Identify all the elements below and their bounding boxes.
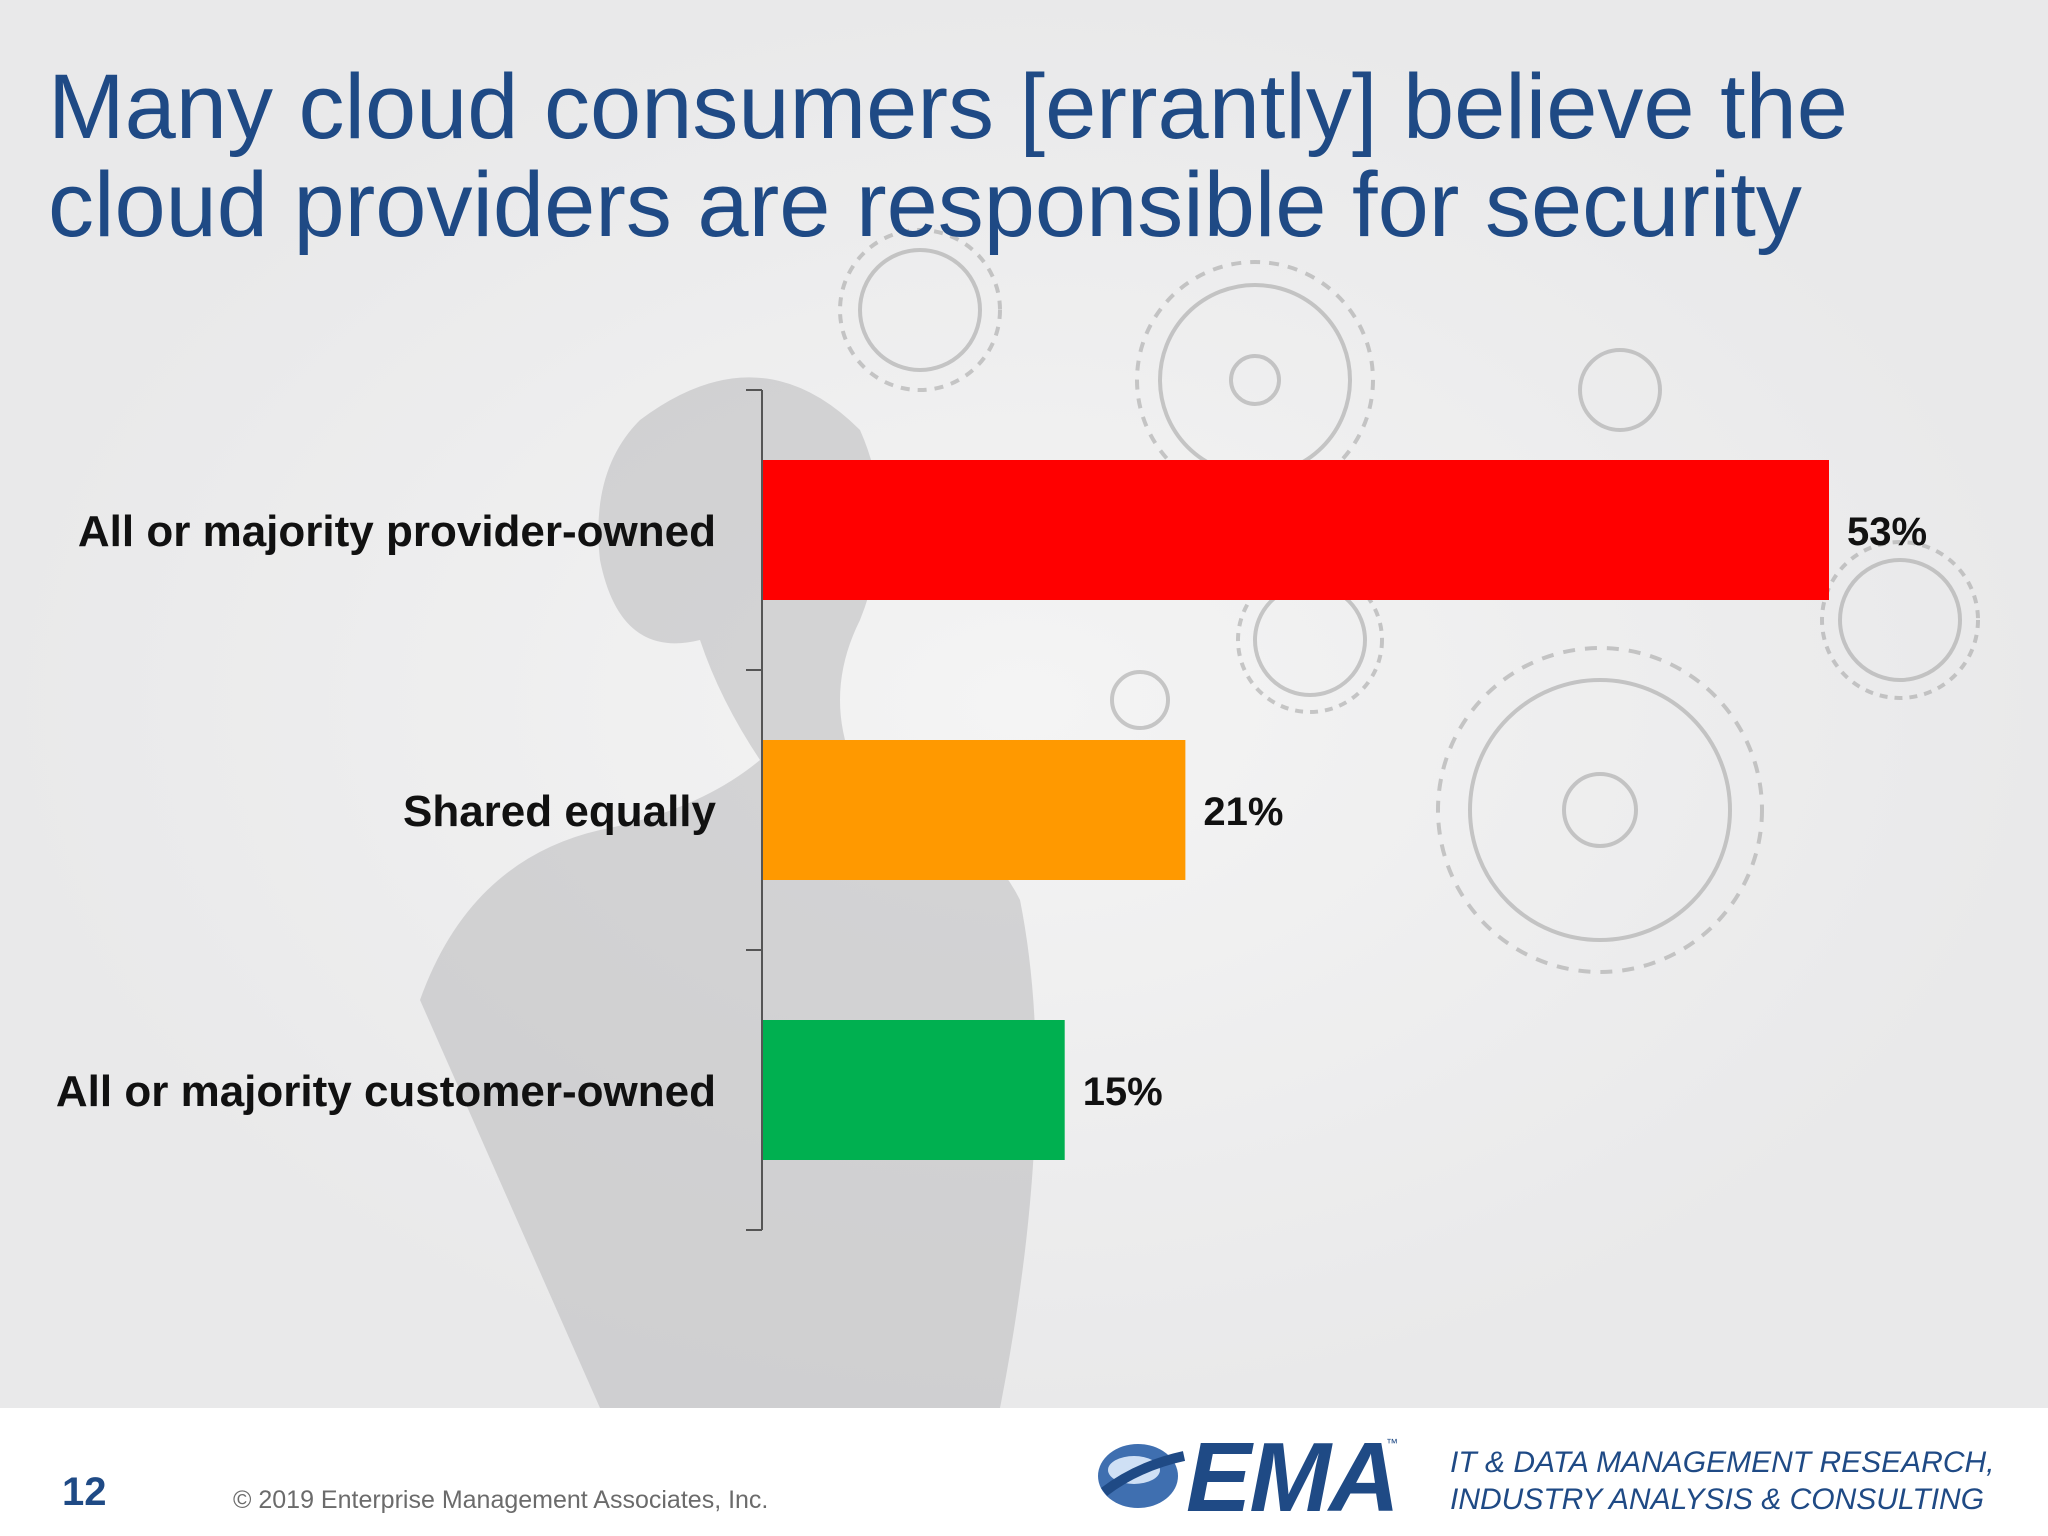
- bar-series: [763, 460, 1829, 1160]
- chart-labels: All or majority provider-owned 53% Shared …: [56, 507, 1927, 1116]
- title-line-2: cloud providers are responsible for secu…: [48, 154, 1802, 256]
- data-label-2: 21%: [1203, 790, 1283, 834]
- data-label-1: 53%: [1847, 510, 1927, 554]
- bar-2: [763, 740, 1186, 880]
- trademark-mark: ™: [1386, 1436, 1398, 1450]
- data-label-3: 15%: [1083, 1070, 1163, 1114]
- tagline-line-1: IT & DATA MANAGEMENT RESEARCH,: [1450, 1446, 1995, 1479]
- bar-1: [763, 460, 1829, 600]
- ema-logo: EMA ™: [1094, 1422, 1414, 1532]
- company-tagline: IT & DATA MANAGEMENT RESEARCH, INDUSTRY …: [1450, 1444, 1995, 1518]
- gears-decoration: [838, 228, 1980, 974]
- tagline-line-2: INDUSTRY ANALYSIS & CONSULTING: [1450, 1483, 1985, 1516]
- bar-3: [763, 1020, 1065, 1160]
- category-label-1: All or majority provider-owned: [78, 507, 716, 556]
- footer: 12 © 2019 Enterprise Management Associat…: [0, 1408, 2048, 1536]
- copyright-notice: © 2019 Enterprise Management Associates,…: [233, 1486, 769, 1514]
- category-label-3: All or majority customer-owned: [56, 1067, 716, 1116]
- category-label-2: Shared equally: [403, 787, 717, 836]
- ema-logo-swoosh-icon: [1098, 1444, 1186, 1508]
- ema-logo-text: EMA: [1186, 1422, 1400, 1532]
- slide-title: Many cloud consumers [errantly] believe …: [48, 58, 1948, 254]
- page-number: 12: [62, 1470, 107, 1514]
- category-axis: [746, 389, 763, 1231]
- bar-chart: All or majority provider-owned 53% Shared …: [56, 389, 1927, 1231]
- title-line-1: Many cloud consumers [errantly] believe …: [48, 56, 1848, 158]
